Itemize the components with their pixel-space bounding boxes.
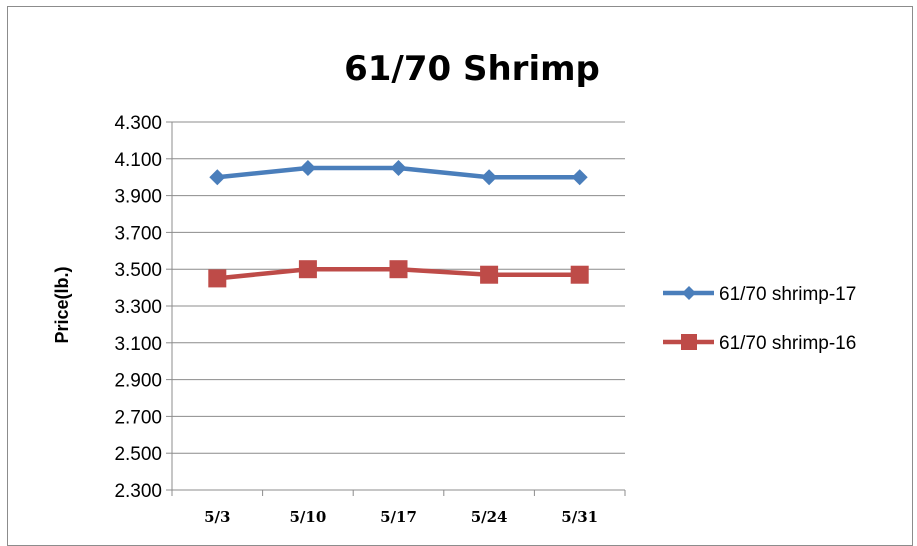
data-point — [299, 160, 316, 176]
legend-item: 61/70 shrimp-16 — [663, 333, 856, 354]
y-tick-label: 3.500 — [114, 260, 162, 281]
x-tick-label: 5/17 — [380, 508, 417, 526]
y-tick-label: 3.700 — [114, 223, 162, 244]
data-point — [389, 260, 408, 279]
y-tick-label: 2.900 — [114, 371, 162, 392]
y-tick-labels: 2.300 2.500 2.700 2.900 3.100 3.300 3.500 3.700… — [114, 113, 162, 502]
data-point — [390, 160, 407, 176]
data-point — [208, 269, 227, 288]
y-tick-label: 2.300 — [114, 481, 162, 502]
chart-title: 61/70 Shrimp — [344, 49, 600, 89]
series-2 — [208, 260, 589, 288]
series — [208, 160, 589, 288]
chart-frame — [7, 6, 913, 546]
legend-item: 61/70 shrimp-17 — [663, 284, 856, 305]
y-tick-label: 4.100 — [114, 150, 162, 171]
data-point — [209, 169, 226, 186]
data-point — [298, 260, 317, 279]
x-tick-labels: 5/3 5/10 5/17 5/24 5/31 — [204, 508, 598, 526]
legend-label: 61/70 shrimp-16 — [719, 333, 856, 354]
x-tick-label: 5/24 — [471, 508, 508, 526]
x-tick-label: 5/3 — [204, 508, 230, 526]
y-tick-label: 2.500 — [114, 444, 162, 465]
data-point — [570, 265, 589, 284]
y-tick-label: 3.100 — [114, 334, 162, 355]
legend-marker — [681, 334, 697, 350]
axes — [166, 121, 626, 496]
y-tick-label: 4.300 — [114, 113, 162, 134]
x-tick-label: 5/10 — [290, 508, 327, 526]
y-tick-label: 3.300 — [114, 297, 162, 318]
y-tick-label: 2.700 — [114, 407, 162, 428]
data-point — [480, 265, 499, 284]
data-point — [571, 169, 588, 186]
gridlines — [172, 121, 625, 454]
legend: 61/70 shrimp-17 61/70 shrimp-16 — [663, 284, 856, 354]
x-tick-label: 5/31 — [561, 508, 598, 526]
data-point — [481, 169, 498, 186]
y-tick-label: 3.900 — [114, 187, 162, 208]
series-1 — [209, 160, 588, 186]
legend-marker — [682, 286, 696, 300]
y-axis-label: Price(lb.) — [52, 266, 72, 343]
legend-label: 61/70 shrimp-17 — [719, 284, 856, 305]
